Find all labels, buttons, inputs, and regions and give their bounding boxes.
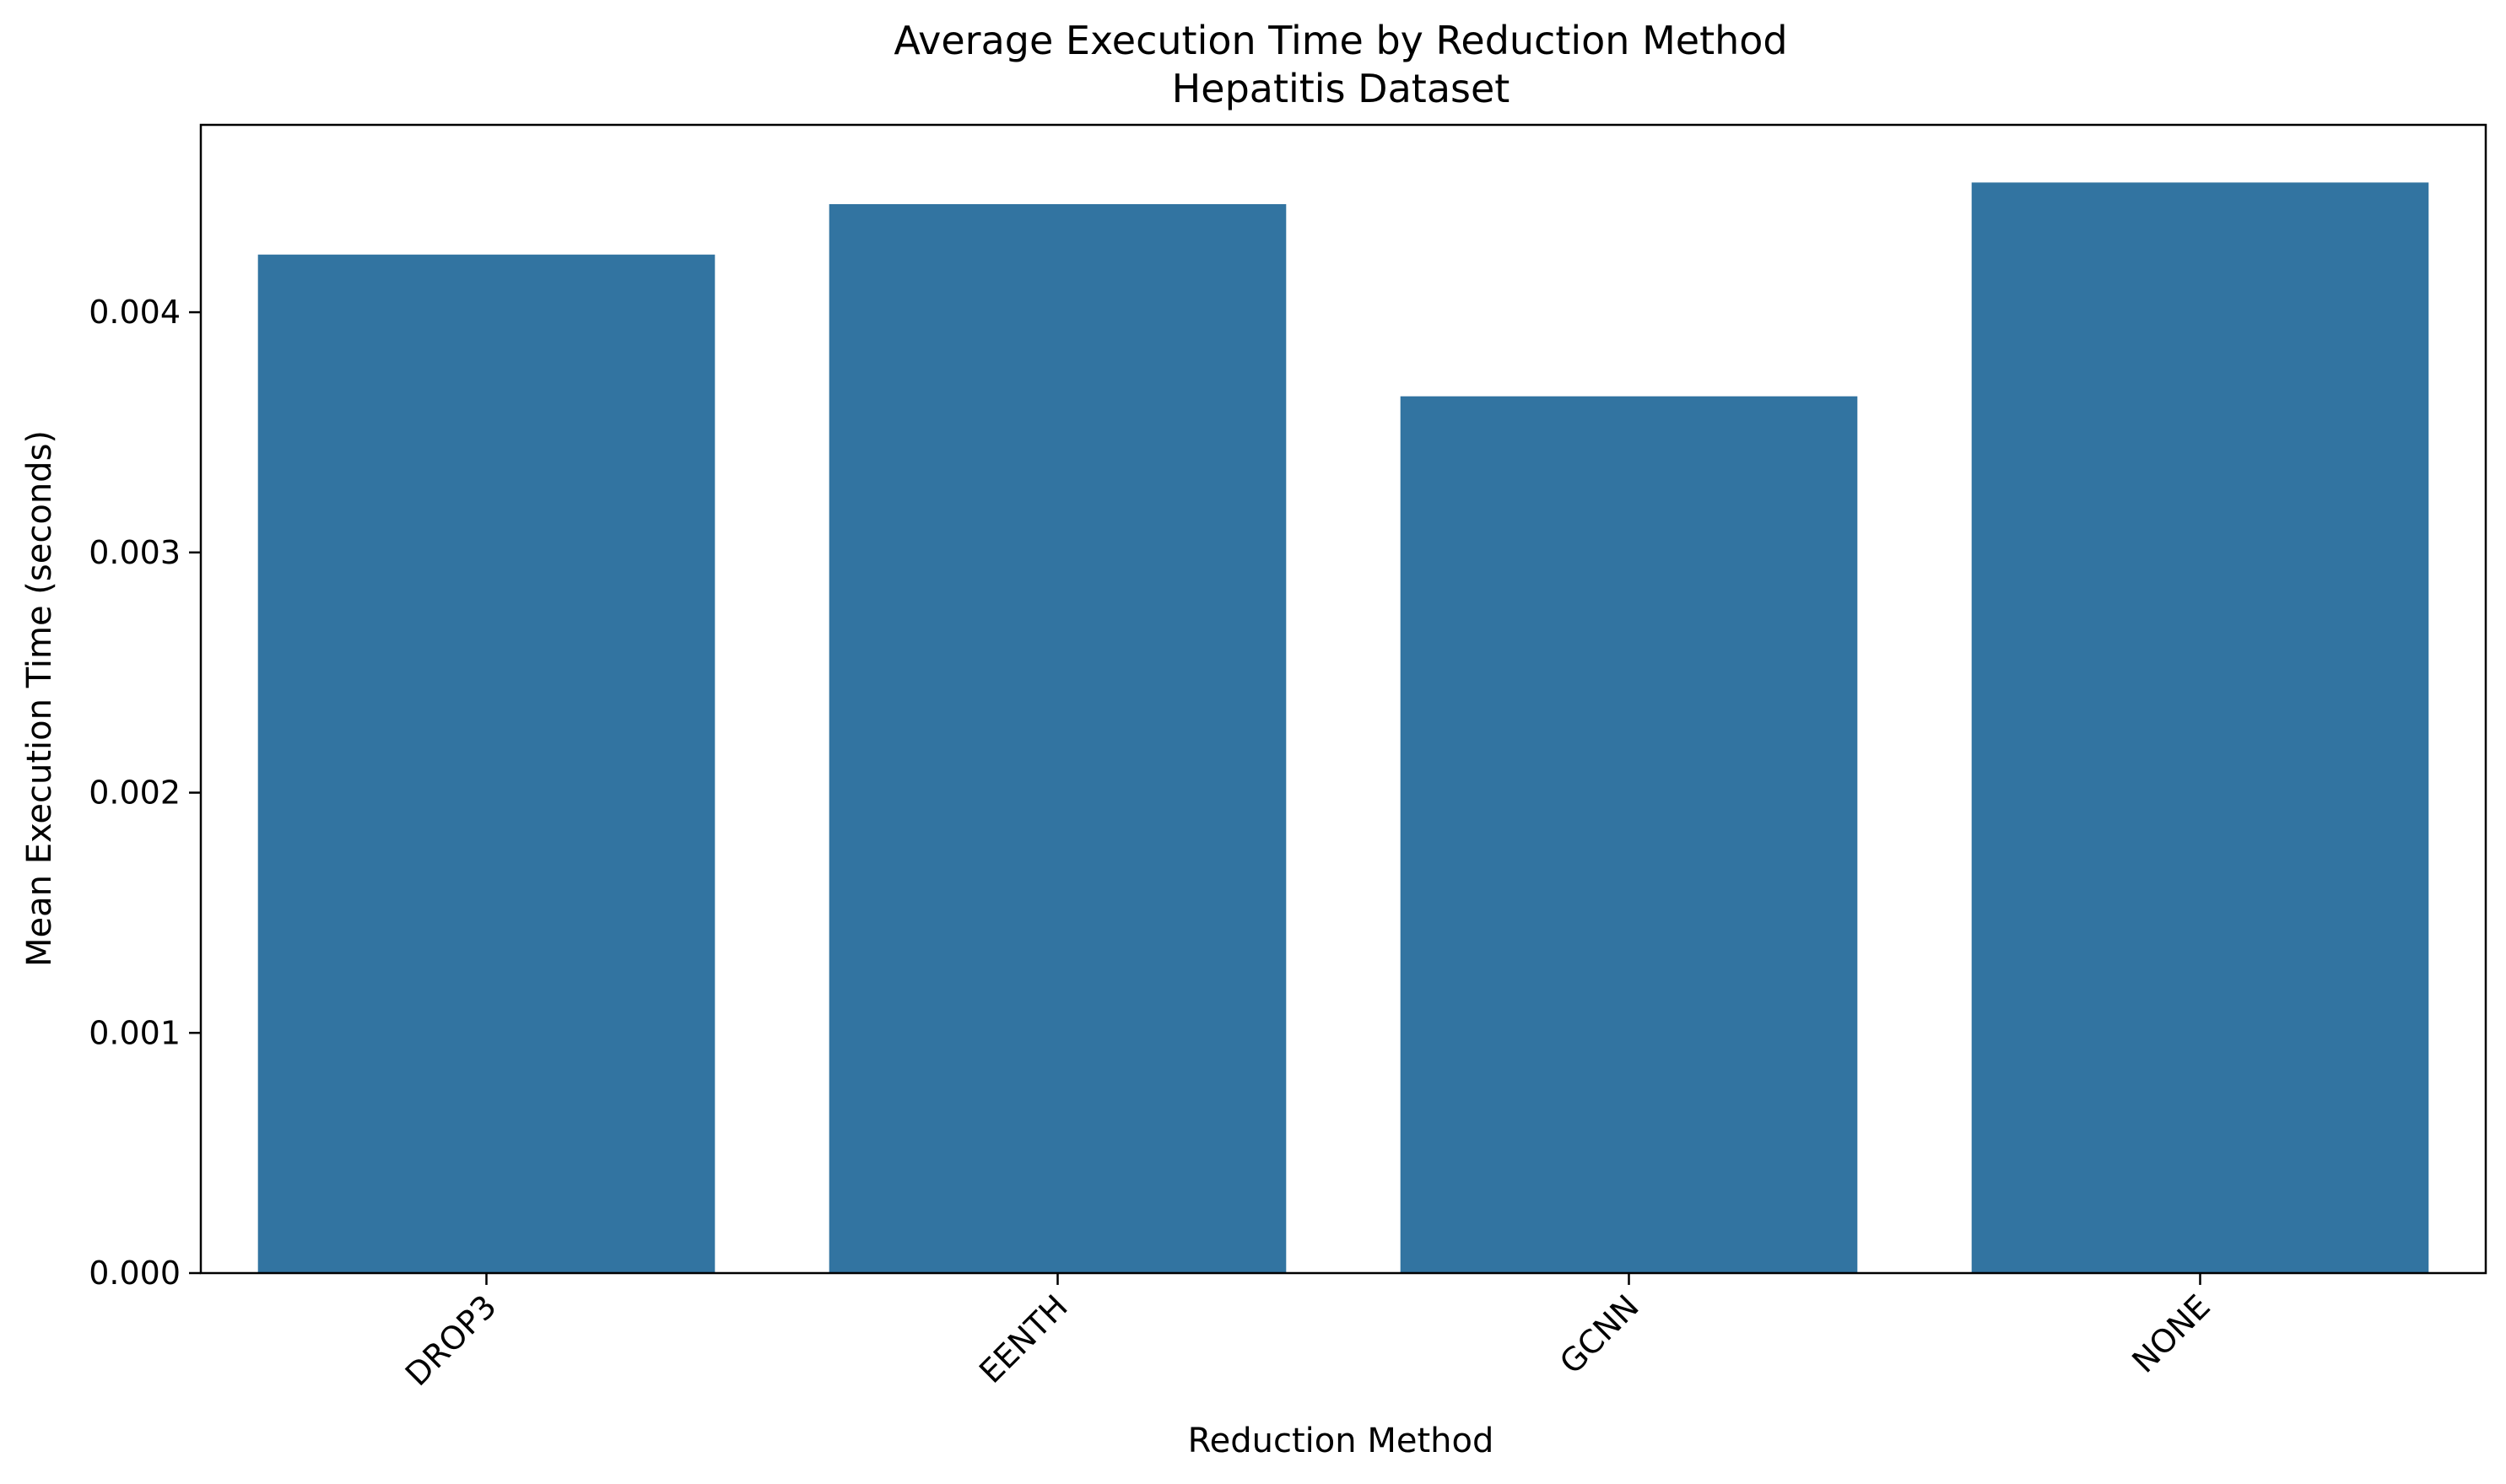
x-axis-label: Reduction Method [1188, 1422, 1494, 1460]
y-tick-label: 0.003 [89, 534, 181, 571]
chart-subtitle: Hepatitis Dataset [1172, 66, 1510, 111]
bar-drop3 [257, 254, 716, 1273]
plot-frame [199, 123, 2487, 1275]
bar-eenth [829, 203, 1287, 1274]
y-tick-label: 0.002 [89, 774, 181, 812]
chart-title: Average Execution Time by Reduction Meth… [894, 18, 1787, 63]
y-tick-label: 0.004 [89, 294, 181, 331]
y-tick-label: 0.000 [89, 1255, 181, 1292]
bar-gcnn [1400, 396, 1858, 1273]
bars-group [257, 182, 2429, 1274]
bar-none [1971, 182, 2429, 1274]
y-axis-ticks: 0.000 0.001 0.002 0.003 0.004 [89, 294, 201, 1292]
y-axis-label: Mean Execution Time (seconds) [20, 430, 59, 967]
y-tick-label: 0.001 [89, 1014, 181, 1051]
